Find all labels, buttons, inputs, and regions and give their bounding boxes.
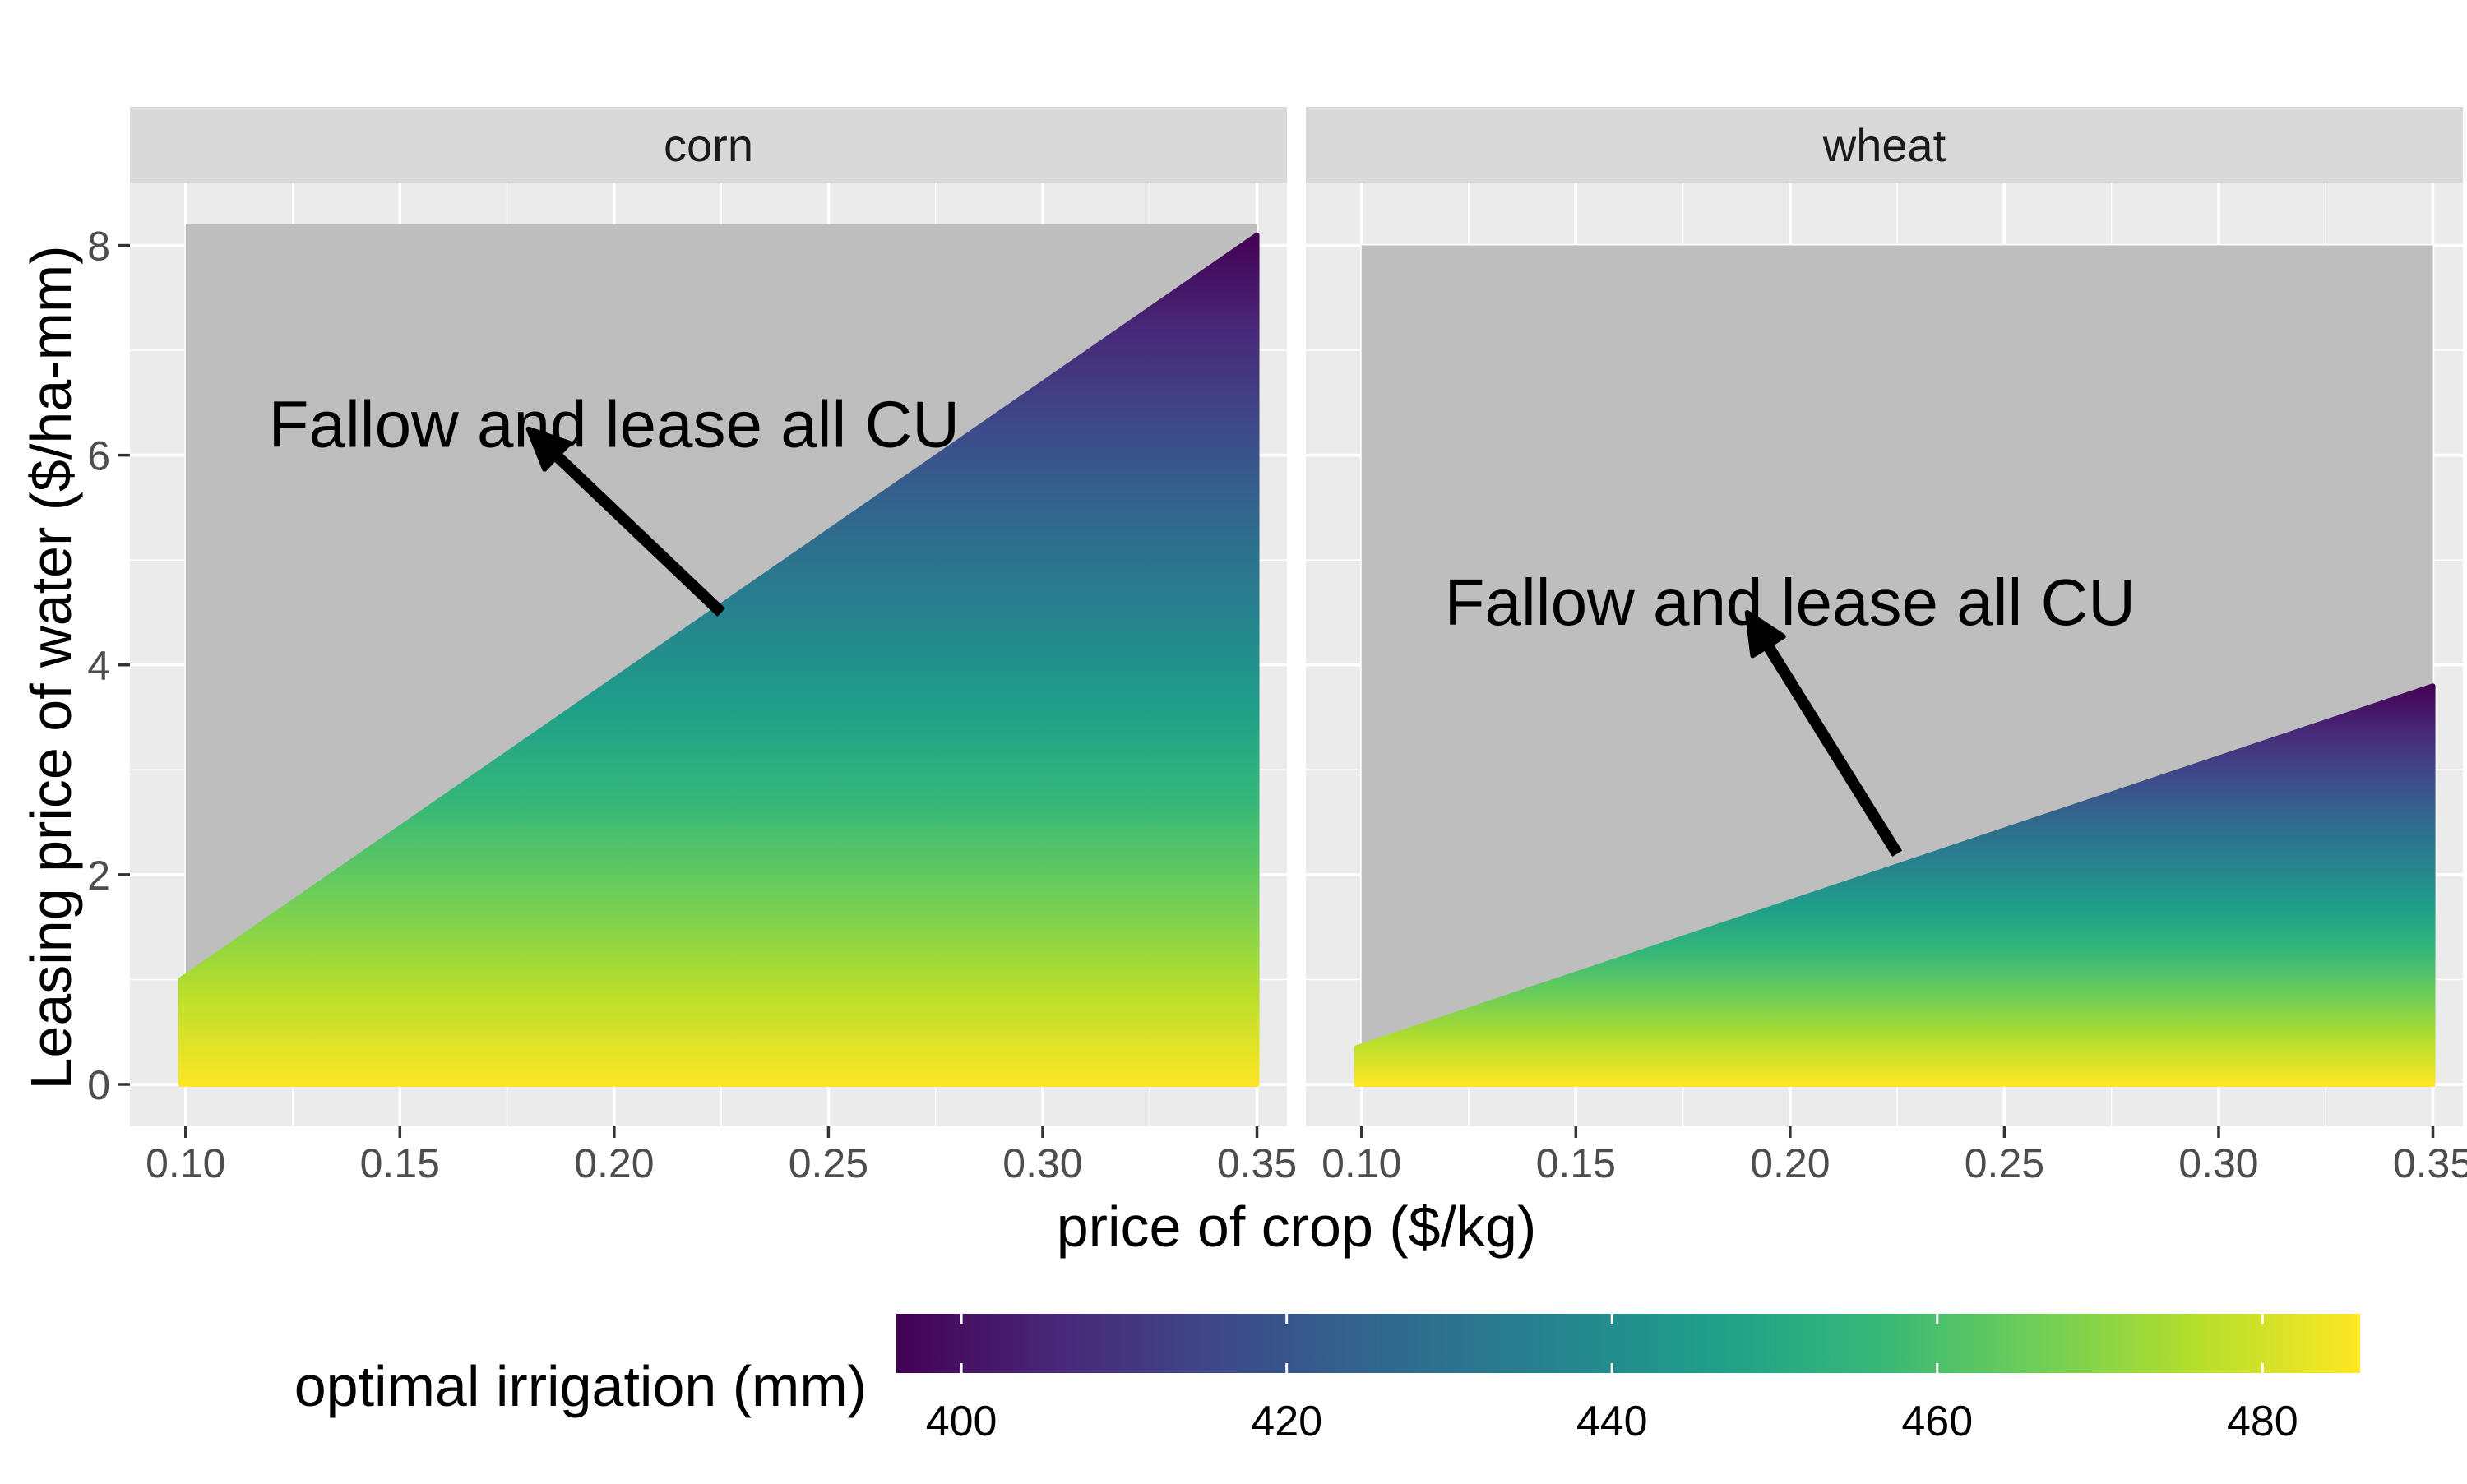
x-tick-label: 0.20 — [1750, 1140, 1830, 1186]
color-legend: optimal irrigation (mm) 400 420 440 460 480 — [294, 1314, 2360, 1445]
y-ticks: 0 2 4 6 8 — [87, 224, 130, 1108]
legend-colorbar — [896, 1314, 2360, 1373]
x-tick-label: 0.35 — [2393, 1140, 2467, 1186]
y-tick-label: 2 — [87, 853, 110, 899]
x-ticks-wheat: 0.10 0.15 0.20 0.25 0.30 0.35 — [1321, 1126, 2467, 1186]
strip-background-wheat — [1306, 107, 2463, 183]
panel-wheat: wheat Fallow and lease all CU 0.10 0.15 0.… — [1306, 107, 2467, 1186]
y-tick-label: 4 — [87, 643, 110, 689]
legend-ticks: 400 420 440 460 480 — [926, 1314, 2298, 1445]
legend-tick-label: 440 — [1576, 1398, 1648, 1445]
x-tick-label: 0.10 — [1321, 1140, 1401, 1186]
legend-title: optimal irrigation (mm) — [294, 1354, 867, 1418]
x-tick-label: 0.35 — [1217, 1140, 1297, 1186]
annotation-arrowhead-wheat — [1744, 609, 1786, 659]
annotation-arrow-corn — [549, 448, 725, 617]
x-tick-label: 0.25 — [1965, 1140, 2044, 1186]
annotation-arrowhead-corn — [525, 426, 572, 472]
irrigation-region-wheat — [1354, 683, 2436, 1087]
strip-background-corn — [130, 107, 1287, 183]
x-ticks-corn: 0.10 0.15 0.20 0.25 0.30 0.35 — [146, 1126, 1297, 1186]
legend-tick-label: 480 — [2227, 1398, 2298, 1445]
legend-tick-label: 420 — [1251, 1398, 1322, 1445]
x-tick-label: 0.20 — [574, 1140, 654, 1186]
x-tick-label: 0.15 — [360, 1140, 440, 1186]
panel-corn: corn Fallow and lease all CU 0.10 0.15 0.2… — [87, 107, 1297, 1186]
strip-label-corn: corn — [664, 119, 753, 171]
x-tick-label: 0.10 — [146, 1140, 225, 1186]
x-tick-label: 0.15 — [1536, 1140, 1616, 1186]
strip-label-wheat: wheat — [1822, 119, 1946, 171]
x-tick-label: 0.30 — [2178, 1140, 2258, 1186]
annotation-text-corn: Fallow and lease all CU — [269, 387, 960, 460]
y-axis-title: Leasing price of water ($/ha-mm) — [19, 245, 83, 1089]
x-tick-label: 0.25 — [789, 1140, 868, 1186]
x-axis-title: price of crop ($/kg) — [1057, 1195, 1537, 1259]
irrigation-region-corn — [178, 232, 1260, 1087]
y-tick-label: 0 — [87, 1062, 110, 1108]
y-tick-label: 6 — [87, 433, 110, 479]
annotation-text-wheat: Fallow and lease all CU — [1445, 566, 2136, 639]
legend-tick-label: 460 — [1901, 1398, 1973, 1445]
annotation-arrow-wheat — [1760, 638, 1903, 858]
x-tick-label: 0.30 — [1002, 1140, 1082, 1186]
y-tick-label: 8 — [87, 224, 110, 270]
legend-tick-label: 400 — [926, 1398, 997, 1445]
